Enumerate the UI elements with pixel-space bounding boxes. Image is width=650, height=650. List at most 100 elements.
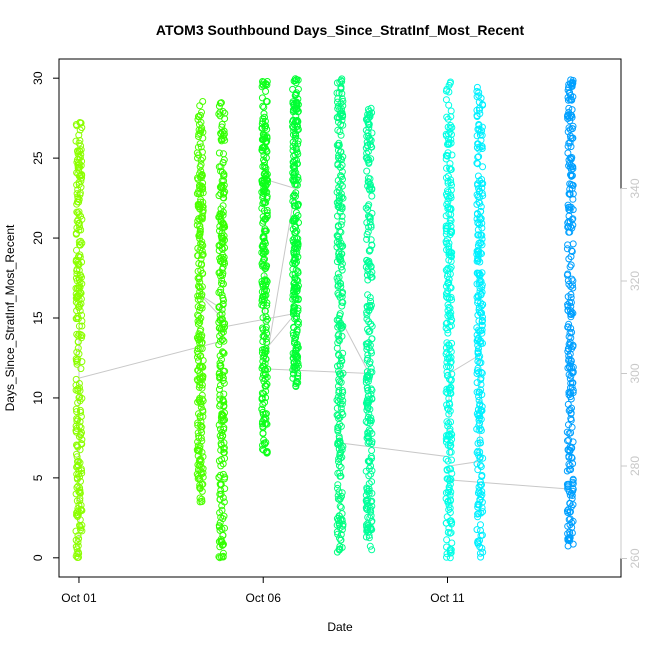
data-point [220, 439, 228, 447]
data-point [198, 345, 206, 353]
data-point [478, 142, 486, 150]
data-point [220, 403, 228, 410]
data-point [442, 266, 450, 274]
data-point [219, 494, 227, 502]
data-point [290, 249, 298, 257]
data-point [446, 425, 454, 433]
data-point [72, 375, 80, 383]
data-point [74, 300, 82, 308]
data-point [77, 212, 85, 220]
data-point [196, 283, 203, 291]
data-point [293, 98, 301, 106]
data-point [335, 118, 342, 126]
data-point [198, 108, 205, 116]
data-point [338, 290, 346, 297]
data-point [78, 436, 86, 444]
data-point [76, 422, 83, 430]
data-point [217, 480, 225, 488]
data-point [263, 188, 271, 196]
data-point [75, 550, 83, 558]
data-point [198, 283, 206, 291]
data-point [447, 546, 455, 554]
data-point [338, 168, 346, 176]
data-point [333, 258, 341, 266]
data-point [567, 92, 575, 99]
data-point [221, 485, 229, 493]
data-point [199, 251, 206, 259]
data-point [338, 302, 346, 310]
data-point [75, 394, 83, 402]
data-point [219, 328, 227, 336]
data-point [196, 102, 204, 110]
data-point [442, 96, 450, 104]
data-point [259, 302, 267, 310]
data-point [261, 117, 269, 125]
data-point [75, 238, 83, 246]
data-point [294, 321, 302, 328]
data-point [365, 223, 373, 231]
data-point [476, 359, 484, 367]
data-point [333, 89, 341, 97]
data-point [76, 172, 84, 180]
data-point [447, 488, 455, 496]
data-point [77, 271, 85, 279]
data-point [194, 366, 202, 374]
data-point [564, 219, 572, 227]
data-point [337, 99, 345, 107]
data-point [475, 396, 483, 404]
data-point [199, 406, 207, 414]
data-point [442, 438, 450, 446]
data-point [479, 101, 486, 108]
data-point [443, 418, 451, 426]
data-point [442, 87, 450, 95]
data-point [568, 529, 576, 537]
data-point [337, 172, 345, 180]
data-point [565, 421, 572, 429]
data-point [368, 447, 376, 454]
data-point [565, 218, 573, 225]
data-point [474, 160, 482, 168]
data-point [364, 513, 372, 521]
data-point [262, 382, 270, 390]
data-point [336, 322, 344, 330]
data-point [568, 492, 576, 499]
data-point [260, 345, 268, 353]
data-point [475, 272, 483, 279]
data-point [568, 444, 576, 452]
data-point [260, 110, 268, 118]
data-point [363, 498, 371, 506]
data-point [76, 163, 84, 171]
data-point [338, 266, 346, 274]
data-point [258, 124, 266, 132]
data-point [569, 341, 577, 349]
data-point [219, 108, 227, 115]
data-point [197, 352, 205, 360]
data-point [443, 164, 450, 172]
data-point [260, 151, 268, 159]
data-point [193, 446, 201, 454]
data-point [219, 411, 227, 419]
data-point [196, 228, 204, 236]
data-point [337, 84, 345, 92]
data-point [220, 337, 228, 345]
data-point [565, 516, 573, 524]
data-point [567, 334, 575, 342]
data-point [293, 287, 301, 295]
data-point [333, 243, 341, 251]
data-point [567, 508, 574, 516]
data-point [219, 349, 227, 357]
data-point [368, 517, 376, 525]
data-point [473, 449, 481, 456]
data-point [196, 163, 204, 171]
data-point [73, 453, 81, 461]
data-point [366, 175, 374, 183]
data-point [448, 296, 456, 304]
data-point [336, 163, 344, 171]
data-point [448, 249, 456, 257]
data-point [335, 512, 343, 520]
data-point [569, 181, 577, 189]
data-point [567, 357, 575, 365]
data-point [74, 164, 82, 172]
data-point [216, 509, 224, 517]
data-point [293, 244, 301, 252]
